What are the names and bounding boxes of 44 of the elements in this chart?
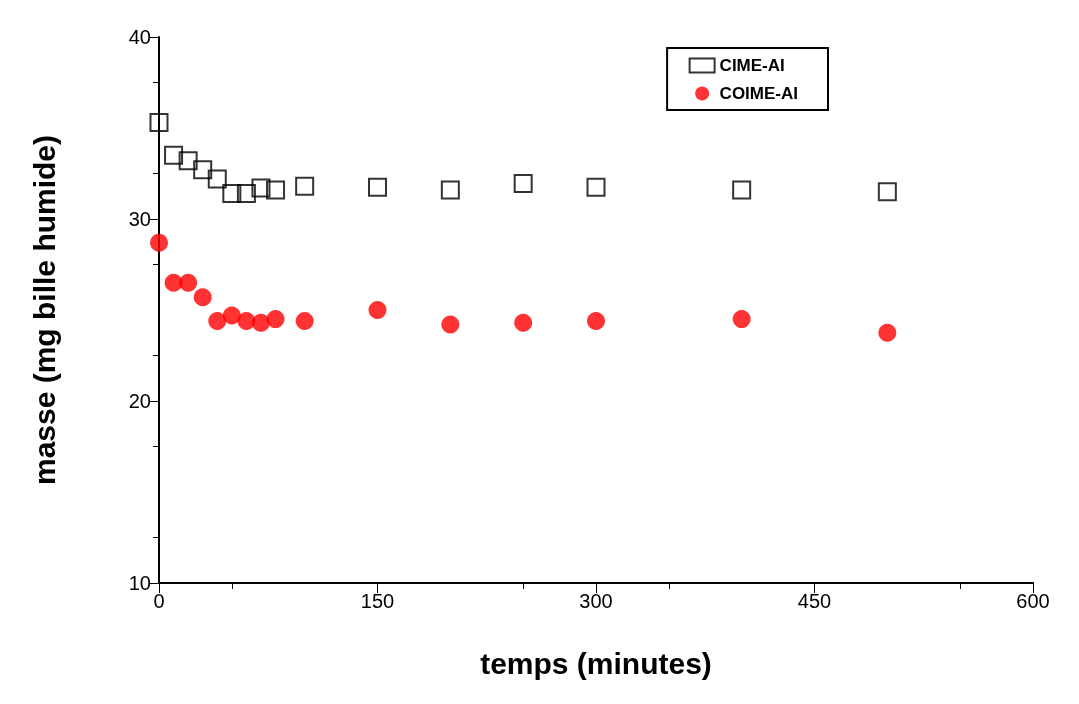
x-tick-label: 150 xyxy=(360,590,395,612)
point xyxy=(193,160,213,180)
y-tick-label: 30 xyxy=(128,208,151,230)
point xyxy=(878,323,897,342)
point xyxy=(237,311,256,330)
point xyxy=(513,174,533,194)
point xyxy=(149,113,169,133)
point xyxy=(266,180,286,200)
point xyxy=(514,313,533,332)
point xyxy=(178,151,198,171)
point xyxy=(587,311,605,330)
point xyxy=(266,310,285,329)
point xyxy=(732,310,751,329)
point xyxy=(222,306,241,325)
point xyxy=(440,180,460,200)
point xyxy=(236,184,256,204)
x-tick-label: 0 xyxy=(153,590,165,612)
point xyxy=(586,177,606,197)
point xyxy=(251,313,270,332)
y-axis-title: masse (mg bille humide) xyxy=(27,134,61,486)
point xyxy=(179,273,198,292)
point xyxy=(368,301,387,319)
x-tick-label: 600 xyxy=(1016,590,1050,612)
x-tick-label: 450 xyxy=(797,590,832,612)
point xyxy=(295,311,314,330)
x-axis-title: temps (minutes) xyxy=(480,646,712,680)
point xyxy=(251,178,271,198)
point xyxy=(222,184,242,204)
legend-label: CIME-AI xyxy=(719,56,785,75)
point xyxy=(193,288,212,307)
y-tick-label: 10 xyxy=(128,572,151,594)
point xyxy=(208,311,227,330)
point xyxy=(164,145,184,165)
legend-label: COIME-AI xyxy=(719,84,799,103)
y-tick-label: 40 xyxy=(128,26,151,48)
point xyxy=(207,169,227,189)
y-tick-label: 20 xyxy=(128,390,151,412)
point xyxy=(877,182,897,202)
point xyxy=(732,180,752,200)
point xyxy=(295,176,315,196)
point xyxy=(368,177,387,197)
x-tick-label: 300 xyxy=(579,590,613,612)
point xyxy=(441,315,460,334)
point xyxy=(150,233,168,252)
